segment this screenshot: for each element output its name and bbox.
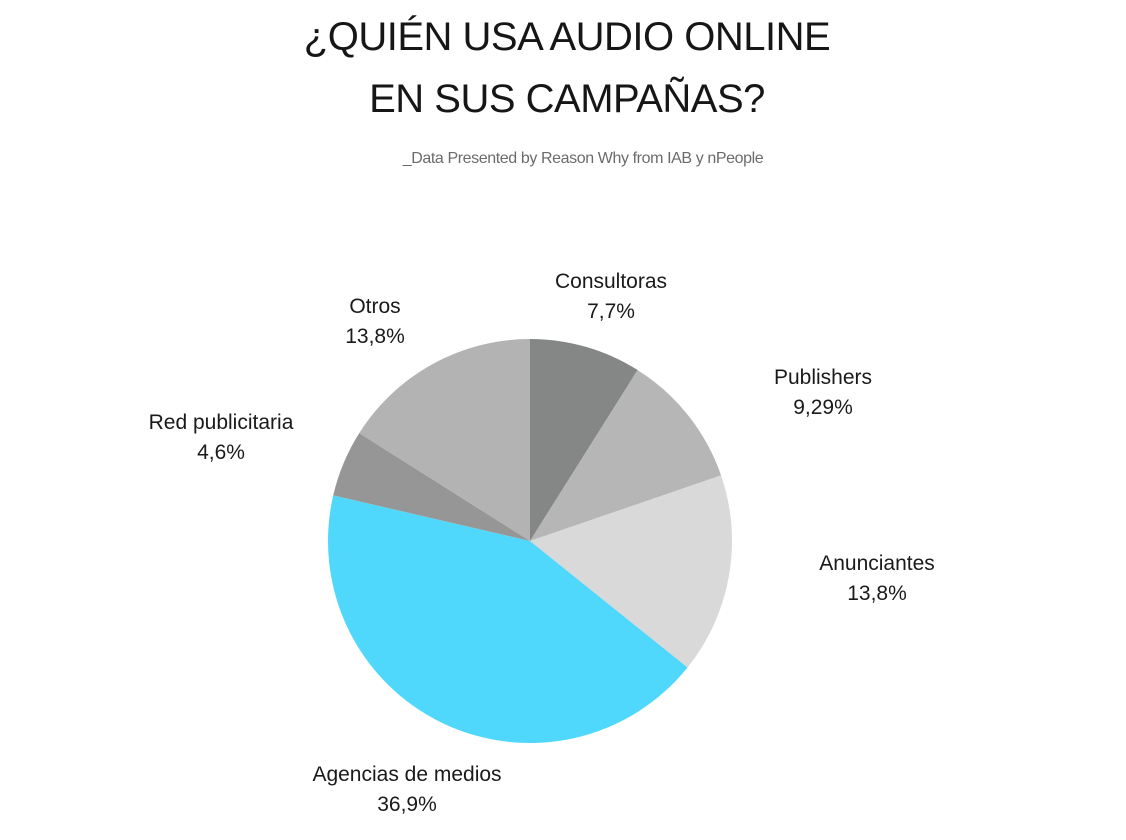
pie-slice-anunciantes bbox=[530, 475, 733, 668]
pie-slice-consultoras bbox=[530, 339, 638, 541]
pie-labels: Consultoras 7,7% Publishers 9,29% Anunciante… bbox=[149, 270, 935, 816]
pie-slice-red-publicitaria bbox=[333, 433, 530, 541]
chart-subtitle: _Data Presented by Reason Why from IAB y… bbox=[402, 150, 764, 167]
slice-label: Red publicitaria bbox=[149, 411, 294, 434]
slice-label: Agencias de medios bbox=[312, 763, 501, 786]
slice-value-label: 13,8% bbox=[345, 325, 405, 348]
slice-value-label: 4,6% bbox=[197, 441, 245, 464]
slice-label: Otros bbox=[349, 295, 400, 318]
pie-slice-publishers bbox=[530, 370, 722, 541]
slice-value-label: 13,8% bbox=[847, 582, 907, 605]
slice-value-label: 36,9% bbox=[377, 793, 437, 816]
chart-title-line-2: EN SUS CAMPAÑAS? bbox=[369, 76, 765, 121]
pie-slices bbox=[327, 338, 733, 744]
pie-slice-agencias-de-medios bbox=[327, 495, 688, 744]
slice-value-label: 7,7% bbox=[587, 300, 635, 323]
slice-value-label: 9,29% bbox=[793, 396, 853, 419]
slice-label: Anunciantes bbox=[819, 552, 935, 575]
slice-label: Consultoras bbox=[555, 270, 667, 293]
slice-label: Publishers bbox=[774, 366, 872, 389]
pie-slice-otros bbox=[359, 338, 530, 541]
chart-title-line-1: ¿QUIÉN USA AUDIO ONLINE bbox=[304, 14, 830, 59]
